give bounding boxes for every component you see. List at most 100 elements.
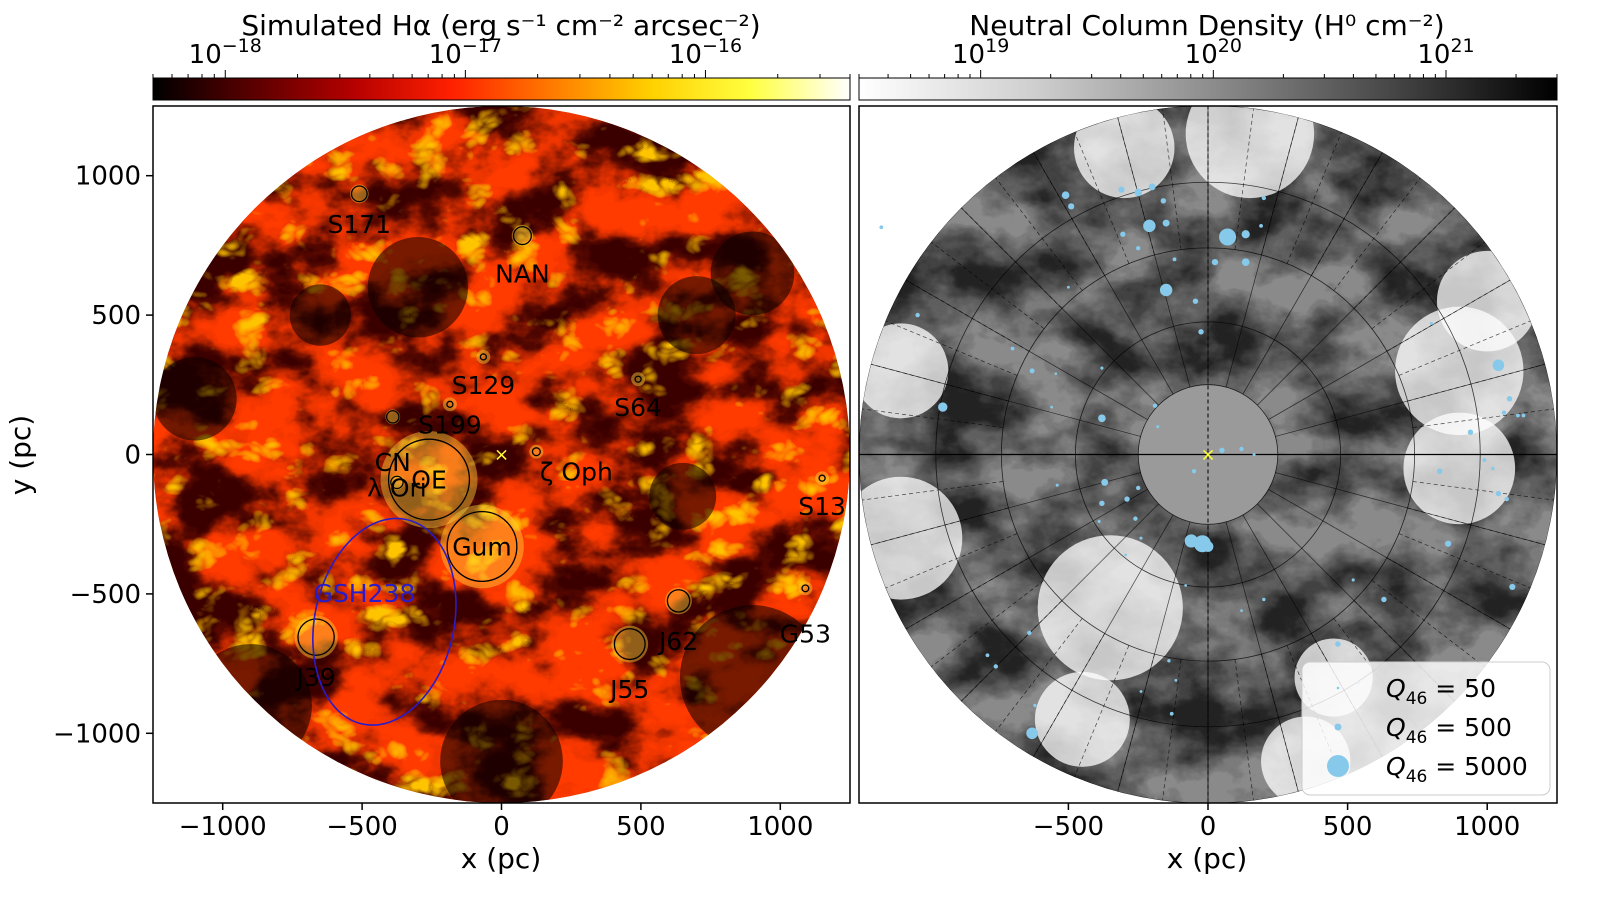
ionizing-source — [1143, 219, 1156, 233]
halpha-y-tick-label: 1000 — [75, 162, 141, 192]
ionizing-source — [1241, 258, 1250, 266]
ionizing-source — [1495, 490, 1502, 497]
ionizing-source — [1259, 223, 1263, 228]
ionizing-source — [1506, 396, 1513, 402]
halpha-y-tick-label: 500 — [91, 301, 141, 331]
polar-grid-spoke — [1412, 408, 1555, 428]
column-density-colorbar — [858, 77, 1558, 101]
ionizing-source — [1098, 414, 1106, 423]
low-column-patch — [1073, 105, 1175, 199]
legend-label: Q46 = 5000 — [1386, 752, 1528, 787]
region-ring-oph — [531, 447, 541, 457]
polar-grid-spoke — [885, 533, 1018, 589]
polar-grid — [859, 105, 1557, 804]
ionizing-source — [1027, 630, 1032, 636]
sun-x-marker: × — [494, 445, 509, 466]
halpha-colorbar — [152, 77, 851, 101]
polar-grid-spoke — [930, 241, 1045, 330]
polar-grid-spoke — [1275, 472, 1408, 509]
halpha-bright-knot — [476, 349, 491, 364]
column-density-x-ticks: −500 0 500 1000 — [1033, 803, 1520, 842]
polar-grid-spoke — [1074, 131, 1130, 264]
polar-grid-spoke — [1008, 472, 1141, 509]
halpha-y-tick-label: 0 — [124, 441, 141, 471]
polar-grid-spoke — [1386, 279, 1511, 352]
halpha-y-tick-label: −500 — [70, 580, 141, 610]
halpha-x-tick-label: −1000 — [179, 812, 267, 842]
ionizing-source — [1101, 478, 1109, 486]
polar-grid-spoke — [1104, 514, 1174, 634]
column-density-low-regions — [859, 105, 1538, 804]
halpha-dark-patch — [189, 644, 312, 767]
polar-grid-spoke — [1268, 489, 1388, 559]
polar-grid-spoke — [1371, 241, 1486, 330]
ionizing-source — [1192, 298, 1199, 304]
halpha-map — [153, 106, 850, 803]
ionizing-source — [1160, 198, 1167, 204]
legend-marker — [1336, 686, 1340, 690]
halpha-bright-regions — [294, 184, 830, 663]
ionizing-source — [938, 402, 948, 412]
polar-grid-spoke — [1257, 308, 1355, 406]
halpha-bright-knot — [511, 224, 534, 247]
polar-grid-spoke — [1234, 659, 1254, 801]
sun-x-marker: × — [1200, 445, 1215, 466]
polar-grid-spoke — [1154, 254, 1191, 388]
ionizing-source — [1262, 597, 1266, 602]
ionizing-source — [1136, 245, 1141, 251]
ionizing-source — [1241, 230, 1250, 239]
ionizing-source — [1351, 578, 1355, 582]
polar-grid-spoke — [870, 507, 1009, 546]
legend-label: Q46 = 50 — [1386, 674, 1496, 709]
ionizing-source — [1492, 359, 1505, 372]
halpha-dark-patch — [649, 462, 717, 530]
region-ring-ori — [390, 475, 404, 490]
region-ring-gum — [446, 511, 518, 583]
polar-grid-spoke — [1371, 579, 1486, 668]
region-label-j62: J62 — [657, 627, 698, 656]
ionizing-source — [1010, 346, 1015, 351]
polar-grid-spoke — [995, 618, 1083, 732]
ionizing-source — [1026, 727, 1038, 740]
ionizing-source — [1521, 413, 1526, 418]
legend-marker — [1334, 723, 1342, 731]
region-label-gum: Gum — [452, 533, 512, 562]
halpha-dark-patch — [367, 237, 469, 338]
halpha-bright-knot — [529, 444, 544, 459]
ionizing-source — [1067, 285, 1070, 289]
ionizing-source — [1198, 329, 1204, 335]
ionizing-source — [879, 225, 884, 230]
ionizing-source — [1136, 485, 1141, 491]
halpha-bright-knot — [389, 475, 405, 490]
halpha-x-tick-label: −500 — [326, 812, 397, 842]
ionizing-source — [1381, 596, 1387, 603]
halpha-panel: Simulated Hα (erg s⁻¹ cm⁻² arcsec⁻²) 10−… — [4, 9, 851, 875]
column-density-x-tick-label: 1000 — [1454, 812, 1520, 842]
ionizing-source — [1445, 540, 1452, 547]
polar-grid-spoke — [1407, 363, 1546, 402]
ionizing-source — [1491, 466, 1495, 471]
polar-grid-spoke — [1162, 659, 1182, 801]
halpha-x-tick-label: 0 — [493, 812, 510, 842]
column-density-map — [859, 105, 1557, 804]
polar-grid-spoke — [1117, 653, 1155, 792]
sun-marker-right: × — [1200, 445, 1215, 466]
legend-marker — [1327, 755, 1349, 777]
polar-grid-spoke — [1398, 533, 1531, 589]
ionizing-source — [1240, 609, 1243, 613]
low-column-patch — [1037, 535, 1183, 681]
polar-grid-spoke — [930, 579, 1045, 668]
region-ring-j62 — [666, 589, 691, 613]
ionizing-source — [1184, 534, 1198, 548]
sun-marker: × — [494, 445, 509, 466]
low-column-patch — [1034, 671, 1130, 767]
halpha-dark-patch — [440, 699, 563, 803]
polar-grid-spoke — [1261, 653, 1299, 792]
halpha-bright-knot — [798, 581, 813, 596]
column-density-colorbar-ticks: 1019 1020 1021 — [858, 35, 1558, 78]
ionizing-source — [1097, 519, 1101, 523]
ionizing-source — [1169, 711, 1174, 716]
polar-grid-spoke — [1268, 350, 1388, 420]
region-label-s171: S171 — [328, 210, 392, 239]
